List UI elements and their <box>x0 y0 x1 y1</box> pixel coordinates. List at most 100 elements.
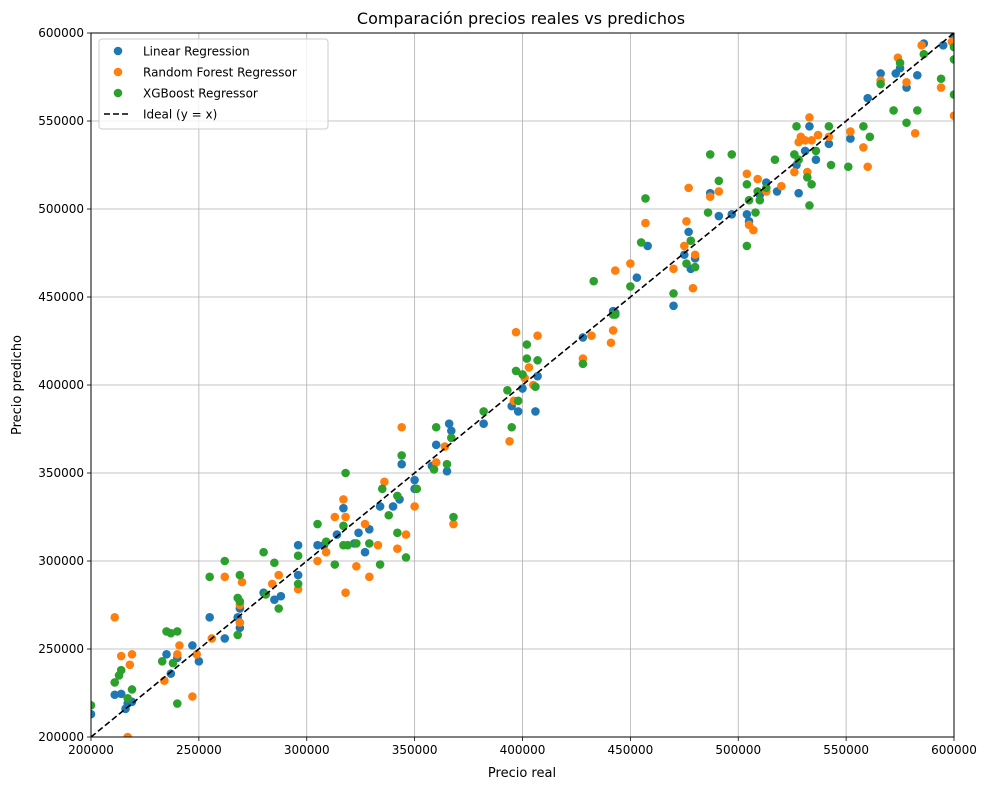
data-point <box>91 701 96 710</box>
data-point <box>220 572 230 582</box>
data-point <box>790 167 799 177</box>
data-point <box>913 106 922 115</box>
data-point <box>742 169 752 179</box>
data-point <box>610 266 620 275</box>
x-tick-label: 400000 <box>500 743 546 757</box>
data-point <box>626 282 635 291</box>
y-tick-label: 200000 <box>38 730 84 744</box>
data-point <box>166 628 176 638</box>
data-point <box>233 630 243 640</box>
data-point <box>220 556 230 566</box>
data-point <box>235 597 245 606</box>
data-point <box>116 689 126 699</box>
data-point <box>410 475 419 485</box>
data-point <box>800 136 810 145</box>
data-point <box>682 217 691 226</box>
data-point <box>669 264 678 274</box>
data-point <box>373 540 383 550</box>
data-point <box>449 512 458 522</box>
data-point <box>293 540 303 550</box>
data-point <box>274 604 284 613</box>
data-point <box>205 613 214 622</box>
data-point <box>393 528 402 538</box>
data-point <box>742 209 752 219</box>
data-point <box>684 227 693 237</box>
data-point <box>938 41 948 50</box>
data-point <box>714 176 724 186</box>
data-point <box>807 180 816 189</box>
plot-frame <box>90 32 955 738</box>
data-point <box>123 732 132 737</box>
data-point <box>173 699 182 708</box>
data-point <box>377 484 387 494</box>
data-point <box>157 657 167 666</box>
data-point <box>684 183 693 193</box>
data-point <box>533 371 542 381</box>
data-point <box>384 510 394 520</box>
series-ideal-y-x <box>91 33 954 737</box>
data-point <box>127 649 137 659</box>
legend-label: XGBoost Regressor <box>143 87 258 101</box>
data-point <box>123 693 132 703</box>
data-point <box>393 491 402 501</box>
data-point <box>578 359 588 369</box>
data-point <box>587 331 596 341</box>
data-point <box>270 595 279 605</box>
data-point <box>919 49 929 59</box>
x-tick-label: 300000 <box>284 743 330 757</box>
data-point <box>339 495 348 504</box>
data-point <box>192 649 202 659</box>
data-point <box>770 155 780 165</box>
data-point <box>168 658 178 668</box>
data-point <box>531 382 540 392</box>
data-point <box>352 561 361 571</box>
data-point <box>259 547 268 557</box>
data-point <box>522 340 532 349</box>
data-point <box>173 627 182 636</box>
data-point <box>936 83 946 92</box>
data-point <box>533 331 542 341</box>
data-point <box>949 111 954 121</box>
data-point <box>800 146 810 156</box>
data-point <box>505 437 514 446</box>
y-tick-label: 300000 <box>38 554 84 568</box>
data-point <box>267 579 277 589</box>
data-point <box>680 250 689 260</box>
data-point <box>753 174 762 184</box>
x-tick-label: 600000 <box>931 743 977 757</box>
data-point <box>606 338 616 348</box>
data-point <box>669 289 678 298</box>
data-point <box>330 512 340 522</box>
data-point <box>110 690 120 700</box>
data-point <box>431 422 441 432</box>
data-point <box>339 503 348 513</box>
data-point <box>777 181 786 191</box>
legend: Linear Regression Random Forest Regressor… <box>98 38 329 130</box>
data-point <box>442 466 452 476</box>
data-point <box>393 544 402 553</box>
data-point <box>431 440 441 450</box>
y-tick-label: 350000 <box>38 466 84 480</box>
data-point <box>220 634 230 643</box>
data-point <box>91 709 96 719</box>
data-point <box>761 183 771 193</box>
legend-label: Linear Regression <box>143 45 250 59</box>
data-point <box>608 326 618 335</box>
data-point <box>313 519 322 529</box>
data-point <box>365 572 374 582</box>
data-point <box>313 540 322 550</box>
x-tick-label: 550000 <box>823 743 869 757</box>
data-point <box>397 422 406 432</box>
data-point <box>686 236 696 245</box>
data-point <box>293 551 303 561</box>
data-point <box>162 649 171 659</box>
data-point <box>843 162 853 172</box>
data-point <box>714 187 724 196</box>
data-point <box>518 370 527 379</box>
x-tick-label: 450000 <box>607 743 653 757</box>
data-point <box>518 384 527 393</box>
data-point <box>705 150 715 159</box>
data-point <box>444 419 454 429</box>
data-point <box>447 426 456 436</box>
data-point <box>388 502 398 511</box>
